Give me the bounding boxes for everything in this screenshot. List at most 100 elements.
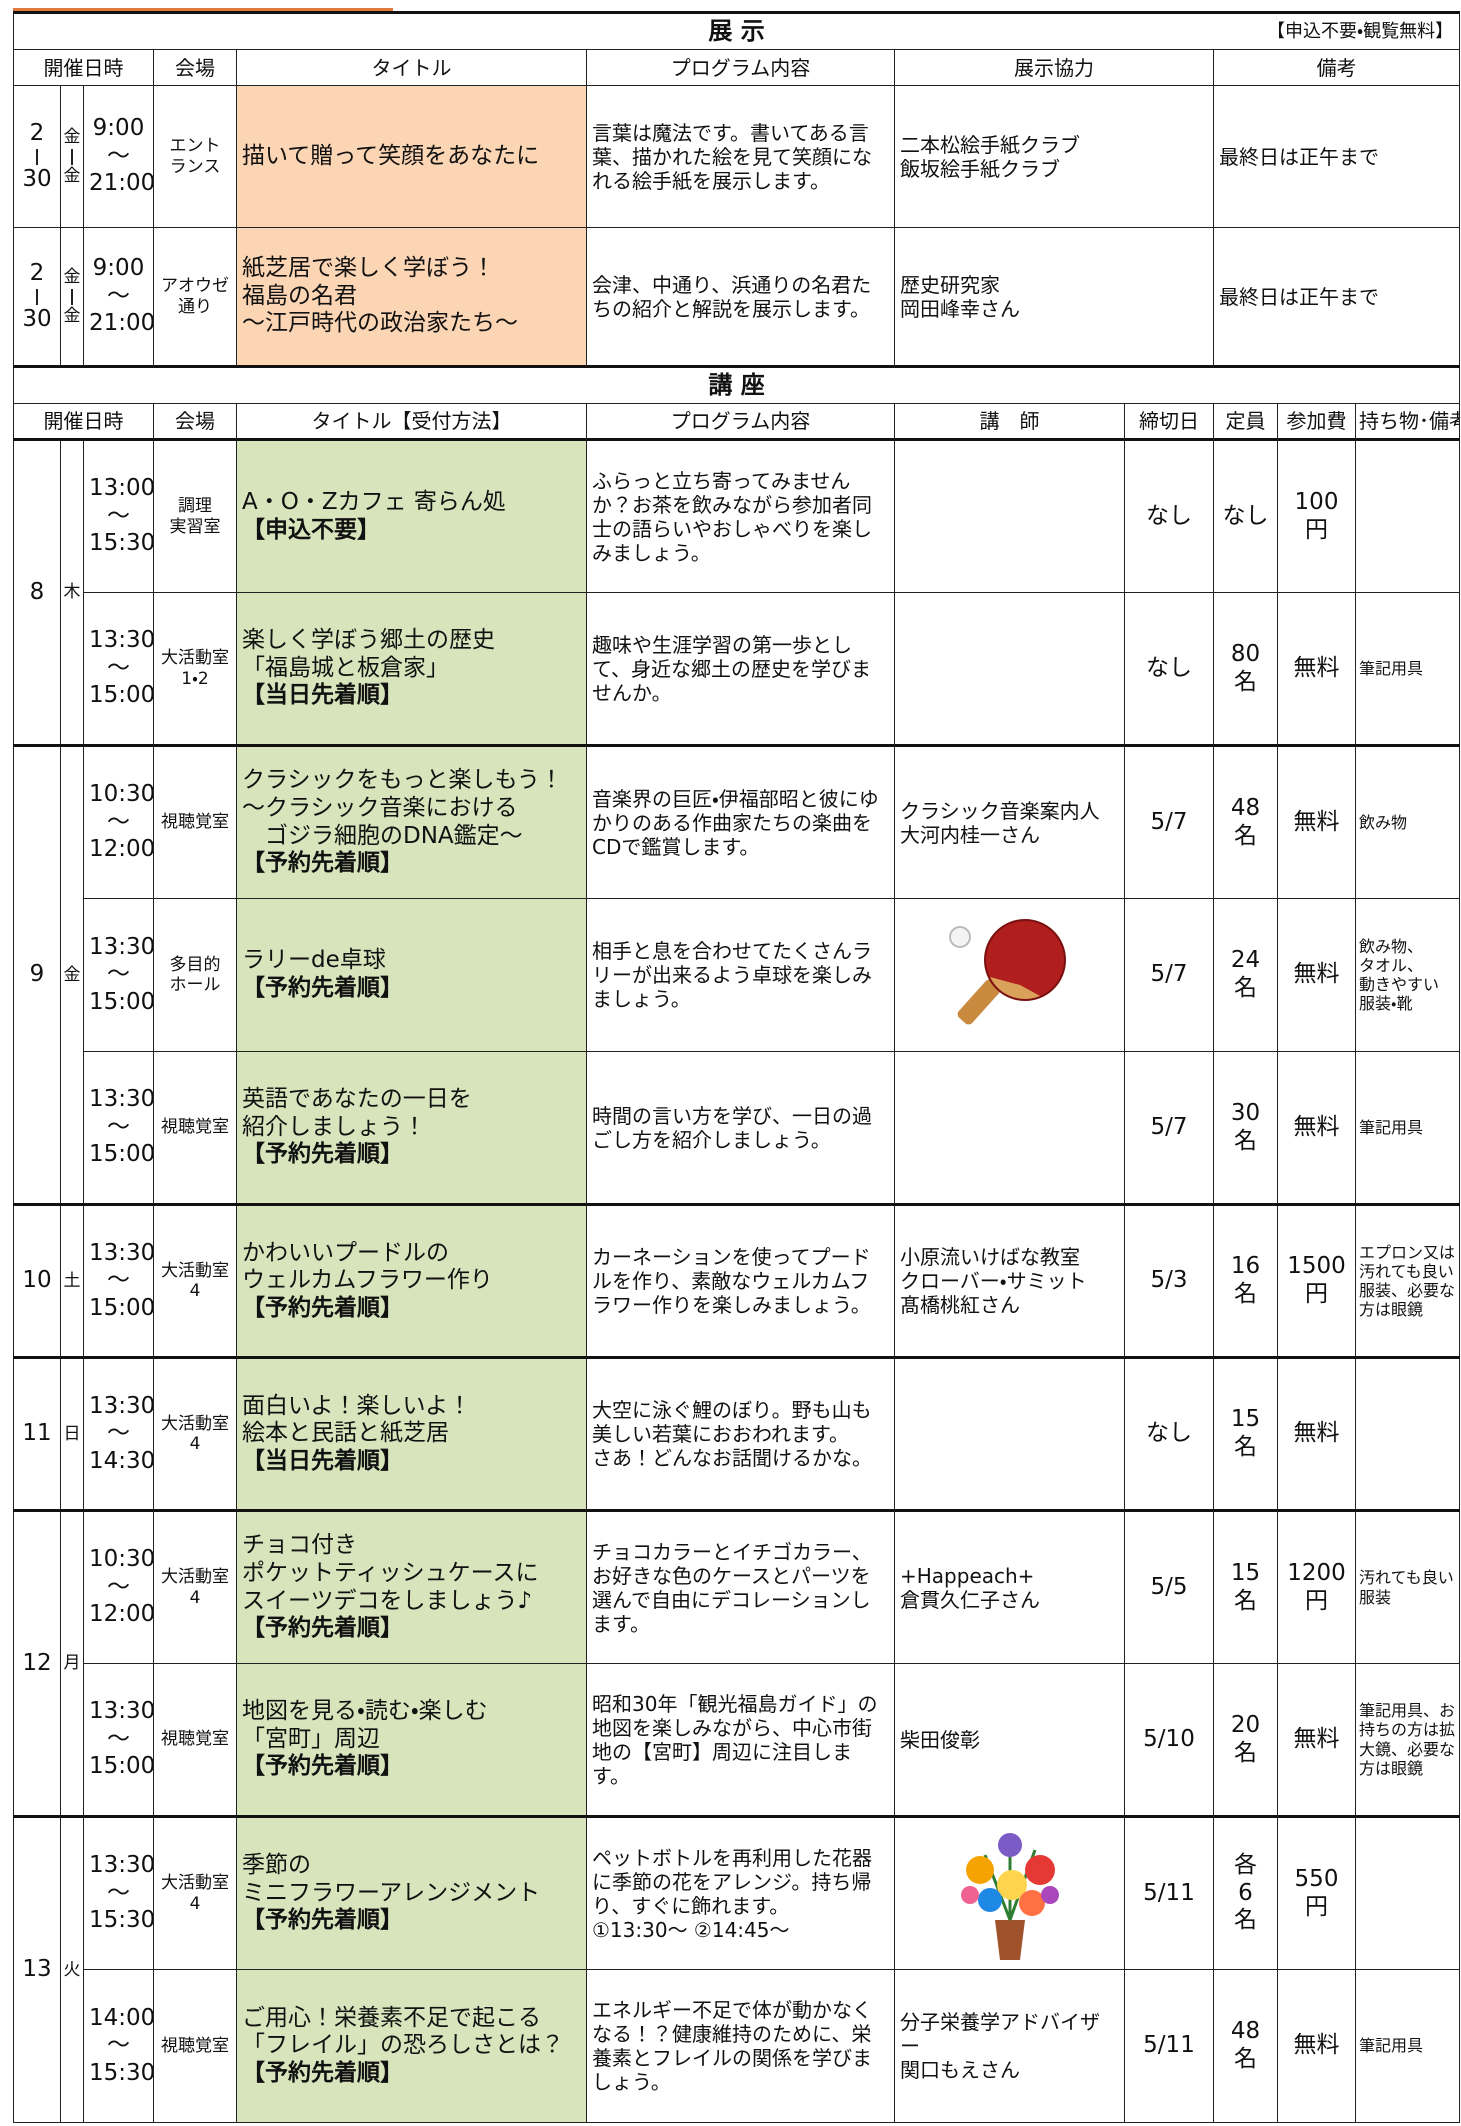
title-cell: A・O・Zカフェ 寄らん処 【申込不要】 xyxy=(236,438,587,593)
content: 大空に泳ぐ鯉のぼり。野も山も美しい若葉におおわれます。 さあ！どんなお話聞けるか… xyxy=(586,1356,895,1511)
application-method: 【予約先着順】 xyxy=(242,850,403,877)
deadline: 5/7 xyxy=(1124,1051,1214,1205)
lecturer: 分子栄養学アドバイザー 関口もえさん xyxy=(894,1969,1125,2123)
items: 筆記用具、お持ちの方は拡大鏡、必要な方は眼鏡 xyxy=(1354,1663,1461,1817)
column-header: 開催日時 xyxy=(13,49,154,86)
capacity: 48 名 xyxy=(1213,744,1278,899)
lecture-row: 14:00 ～ 15:30 視聴覚室 ご用心！栄養素不足で起こる 「フレイル」の恐ろ… xyxy=(14,1969,1461,2123)
time: 13:30 ～ 15:00 xyxy=(83,898,154,1052)
title-cell: ラリーde卓球 【予約先着順】 xyxy=(236,898,587,1052)
fee: 100 円 xyxy=(1277,438,1356,593)
column-header: 会場 xyxy=(153,403,237,440)
weekday-range: 金金 xyxy=(63,268,81,325)
weekday-end: 金 xyxy=(63,165,81,186)
date-end: 30 xyxy=(22,305,52,332)
title: かわいいプードルの ウェルカムフラワー作り xyxy=(242,1239,493,1294)
section-title-text: 講 座 xyxy=(708,371,765,400)
day: 13 xyxy=(13,1815,61,2123)
deadline: なし xyxy=(1124,438,1214,593)
fee: 550 円 xyxy=(1277,1815,1356,1970)
top-accent-line xyxy=(13,8,393,11)
time: 9:00 ～ 21:00 xyxy=(83,85,154,228)
time: 13:30 ～ 14:30 xyxy=(83,1356,154,1511)
section-title: 講 座 xyxy=(12,365,1461,404)
application-method: 【当日先着順】 xyxy=(242,682,403,709)
title-cell: 英語であなたの一日を 紹介しましょう！ 【予約先着順】 xyxy=(236,1051,587,1205)
title-cell: ご用心！栄養素不足で起こる 「フレイル」の恐ろしさとは？ 【予約先着順】 xyxy=(236,1969,587,2123)
items: エプロン又は汚れても良い服装、必要な方は眼鏡 xyxy=(1354,1203,1461,1358)
lecturer xyxy=(894,1051,1125,1205)
capacity: 15 名 xyxy=(1213,1509,1278,1664)
capacity: 48 名 xyxy=(1213,1969,1278,2123)
time: 10:30 ～ 12:00 xyxy=(83,1509,154,1664)
deadline: 5/11 xyxy=(1124,1969,1214,2123)
lecture-row: 11 日 13:30 ～ 14:30 大活動室 4 面白いよ！楽しいよ！ 絵本と民話と紙… xyxy=(13,1356,1461,1511)
column-header: 備考 xyxy=(1212,49,1461,86)
weekday: 火 xyxy=(60,1815,84,2123)
title-cell: 地図を見る・読む・楽しむ 「宮町」周辺 【予約先着順】 xyxy=(236,1663,587,1817)
title: ラリーde卓球 xyxy=(242,947,386,974)
lecture-row: 9 金 10:30 ～ 12:00 視聴覚室 クラシックをもっと楽しもう！ ～クラシック… xyxy=(13,744,1461,1205)
title-cell: 面白いよ！楽しいよ！ 絵本と民話と紙芝居 【当日先着順】 xyxy=(236,1356,587,1511)
content: 時間の言い方を学び、一日の過ごし方を紹介しましょう。 xyxy=(586,1051,895,1205)
column-header: 展示協力 xyxy=(894,49,1214,86)
date-start: 2 xyxy=(29,260,45,287)
column-header: 定員 xyxy=(1213,403,1278,440)
capacity: 15 名 xyxy=(1213,1356,1278,1511)
weekday-cell: 金金 xyxy=(60,227,84,367)
lecturer xyxy=(894,592,1125,746)
title: 地図を見る・読む・楽しむ 「宮町」周辺 xyxy=(242,1698,488,1752)
section-note: 【申込不要・観覧無料】 xyxy=(1267,21,1454,42)
column-header: プログラム内容 xyxy=(586,49,895,86)
title: 英語であなたの一日を 紹介しましょう！ xyxy=(242,1086,472,1140)
section-title-row: 展 示 【申込不要・観覧無料】 xyxy=(12,11,1461,50)
title-cell: チョコ付き ポケットティッシュケースに スイーツデコをしましょう♪ 【予約先着順】 xyxy=(236,1509,587,1664)
lecturer: クラシック音楽案内人 大河内桂一さん xyxy=(894,744,1125,899)
header-row: 開催日時 会場 タイトル プログラム内容 展示協力 備考 xyxy=(13,49,1461,86)
date-range: 2 30 xyxy=(19,120,55,192)
lecture-row: 13:30 ～ 15:00 多目的 ホール ラリーde卓球 【予約先着順】 相手と息を合… xyxy=(14,898,1461,1052)
fee: 無料 xyxy=(1277,1051,1356,1205)
date-cell: 2 30 xyxy=(13,227,61,367)
application-method: 【予約先着順】 xyxy=(242,1615,403,1642)
title: 楽しく学ぼう郷土の歴史 「福島城と板倉家」 xyxy=(242,627,495,681)
content: カーネーションを使ってプードルを作り、素敵なウェルカムフラワー作りを楽しみましょ… xyxy=(586,1203,895,1358)
lecture-row: 13 火 13:30 ～ 15:30 大活動室 4 季節の ミニフラワーアレンジメント【… xyxy=(13,1815,1461,2123)
time: 13:30 ～ 15:00 xyxy=(83,592,154,746)
deadline: なし xyxy=(1124,1356,1214,1511)
venue: エント ランス xyxy=(153,85,237,228)
range-bar xyxy=(71,148,73,165)
content: 音楽界の巨匠・伊福部昭と彼にゆかりのある作曲家たちの楽曲をCDで鑑賞します。 xyxy=(586,744,895,899)
range-bar xyxy=(71,288,73,305)
weekday-end: 金 xyxy=(63,305,81,326)
lecture-row: 13:30 ～ 15:00 視聴覚室 英語であなたの一日を 紹介しましょう！ 【予約先… xyxy=(14,1051,1461,1205)
column-header: 講 師 xyxy=(894,403,1125,440)
time: 13:30 ～ 15:00 xyxy=(83,1663,154,1817)
fee: 無料 xyxy=(1277,898,1356,1052)
deadline: 5/11 xyxy=(1124,1815,1214,1970)
weekday: 木 xyxy=(60,438,84,746)
capacity: 20 名 xyxy=(1213,1663,1278,1817)
time: 10:30 ～ 12:00 xyxy=(83,744,154,899)
weekday: 金 xyxy=(60,744,84,1205)
weekday: 日 xyxy=(60,1356,84,1511)
fee: 無料 xyxy=(1277,1663,1356,1817)
items xyxy=(1354,1356,1461,1511)
application-method: 【申込不要】 xyxy=(242,516,380,543)
remarks: 最終日は正午まで xyxy=(1212,85,1461,228)
deadline: なし xyxy=(1124,592,1214,746)
application-method: 【当日先着順】 xyxy=(242,1447,403,1474)
header-row: 開催日時 会場 タイトル【受付方法】 プログラム内容講 師締切日 定員 参加費 持ち物･備考 xyxy=(13,403,1461,440)
application-method: 【予約先着順】 xyxy=(242,1753,403,1780)
content: チョコカラーとイチゴカラー、お好きな色のケースとパーツを選んで自由にデコレーショ… xyxy=(586,1509,895,1664)
capacity: 80 名 xyxy=(1213,592,1278,746)
title-cell: 楽しく学ぼう郷土の歴史 「福島城と板倉家」 【当日先着順】 xyxy=(236,592,587,746)
weekday: 土 xyxy=(60,1203,84,1358)
content: 趣味や生涯学習の第一歩として、身近な郷土の歴史を学びませんか。 xyxy=(586,592,895,746)
title: クラシックをもっと楽しもう！ ～クラシック音楽における ゴジラ細胞のDNA鑑定～ xyxy=(242,767,563,849)
time: 13:30 ～ 15:30 xyxy=(83,1815,154,1970)
flower-illustration xyxy=(961,1833,1059,1960)
section-title-text: 展 示 xyxy=(708,17,765,46)
